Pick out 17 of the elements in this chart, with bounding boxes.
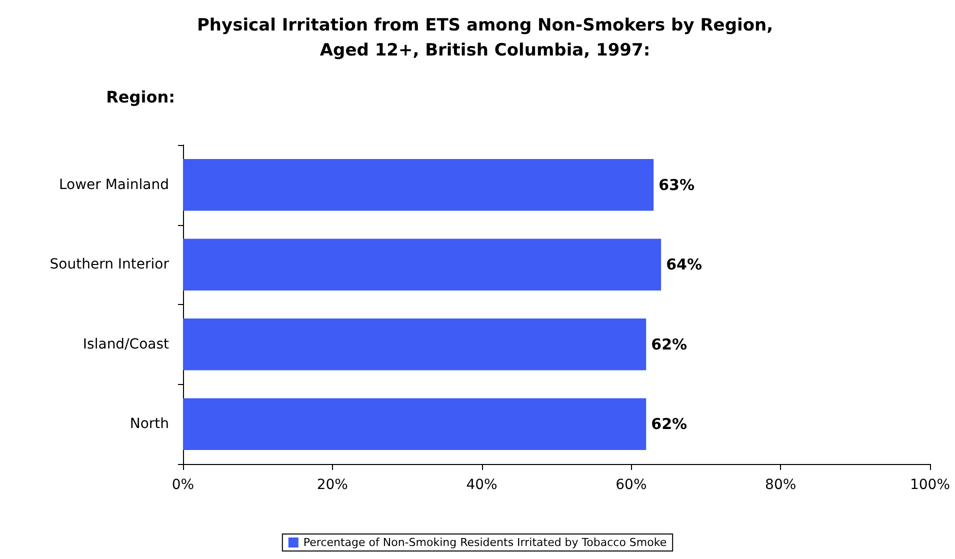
x-tick-label: 40% [466, 477, 498, 493]
text: 62% [651, 415, 688, 434]
x-tick-label: 0% [172, 477, 194, 493]
y-tick-label: North [130, 416, 169, 432]
y-axis-title: Region: [106, 88, 175, 106]
text: 62% [651, 335, 688, 354]
text: 63% [658, 176, 695, 194]
x-tick-label: 80% [765, 477, 796, 493]
y-tick-label: Southern Interior [50, 256, 170, 273]
y-tick-label: Lower Mainland [58, 176, 169, 193]
x-tick-label: 100% [910, 477, 950, 493]
x-tick-label: 60% [616, 477, 647, 493]
chart-title: Physical Irritation from ETS among Non-Smokers by Region, Aged 12+, British Columbia, 1997: [196, 16, 774, 60]
text: 64% [666, 256, 702, 274]
legend-label: Percentage of Non-Smoking Residents Irritated by Tobacco Smoke [303, 536, 667, 549]
y-tick-label: Island/Coast [82, 336, 170, 352]
x-tick-label: 20% [316, 477, 348, 493]
